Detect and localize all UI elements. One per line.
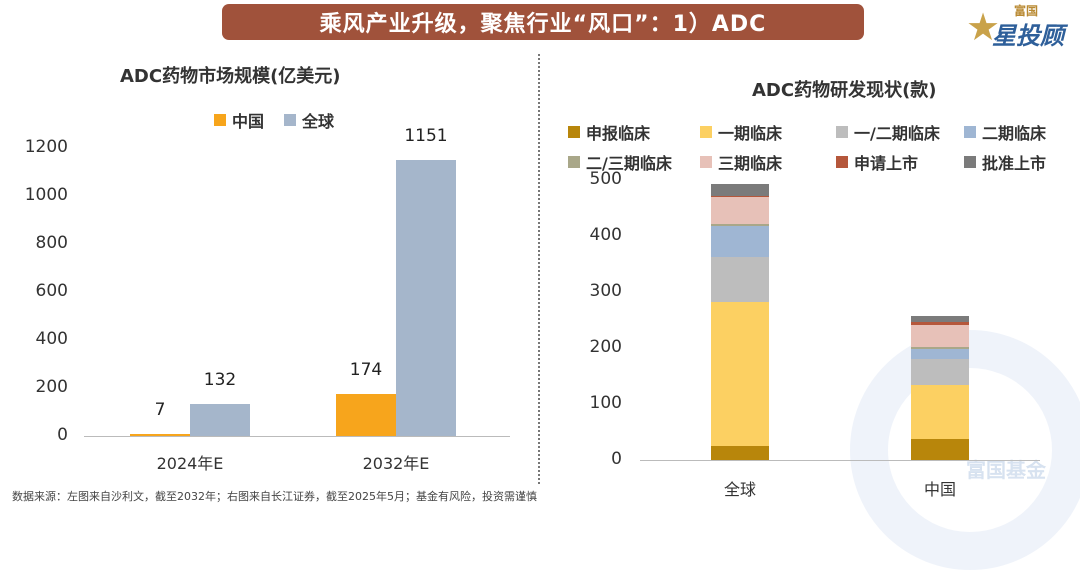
stack-segment: [911, 348, 969, 359]
stack-segment: [711, 184, 769, 196]
stack-segment: [911, 358, 969, 385]
data-label: 1151: [404, 125, 448, 146]
x-tick-label: 全球: [723, 480, 756, 499]
data-label: 132: [203, 370, 237, 391]
y-tick-label: 500: [589, 169, 622, 189]
bar-global: [190, 404, 250, 436]
y-tick-label: 600: [35, 281, 68, 301]
rd-status-chart-title: ADC药物研发现状(款): [752, 80, 937, 101]
x-axis-line: [640, 460, 1040, 461]
legend-swatch: [964, 156, 976, 168]
y-tick-label: 200: [35, 377, 68, 397]
star-icon: ★: [966, 5, 1001, 49]
legend-label: 中国: [232, 112, 265, 131]
legend-label: 一期临床: [718, 124, 783, 143]
legend-item: 一期临床: [700, 120, 782, 144]
stack-segment: [711, 225, 769, 257]
y-tick-label: 0: [611, 449, 622, 469]
page-title: 乘风产业升级，聚焦行业“风口”：1）ADC: [319, 12, 767, 37]
stack-segment: [711, 195, 769, 198]
legend-item: 一/二期临床: [836, 120, 940, 144]
legend-swatch: [700, 156, 712, 168]
stack-segment: [911, 315, 969, 323]
logo-big-text: 星投顾: [992, 22, 1064, 50]
y-tick-label: 1200: [24, 137, 68, 157]
legend-label: 批准上市: [982, 154, 1047, 173]
stack-segment: [711, 197, 769, 225]
y-tick-label: 1000: [24, 185, 68, 205]
logo-small-text: 富国: [1014, 4, 1039, 18]
watermark-text: 富国基金: [966, 458, 1046, 482]
data-label: 174: [349, 360, 383, 381]
legend-label: 全球: [302, 112, 335, 131]
data-label: 7: [154, 400, 166, 420]
legend-item: 二期临床: [964, 120, 1046, 144]
legend-item: 申报临床: [568, 120, 650, 144]
bar-china: [130, 434, 190, 436]
legend-item: 批准上市: [964, 150, 1046, 174]
y-tick-label: 400: [589, 225, 622, 245]
stack-segment: [711, 301, 769, 446]
market-size-chart-title: ADC药物市场规模(亿美元): [120, 66, 341, 87]
bar-global: [396, 159, 456, 436]
legend-swatch: [214, 114, 226, 126]
legend-swatch: [964, 126, 976, 138]
y-tick-label: 800: [35, 233, 68, 253]
chart-divider: [538, 54, 540, 484]
legend-swatch: [284, 114, 296, 126]
source-footnote: 数据来源：左图来自沙利文，截至2032年；右图来自长江证券，截至2025年5月；…: [12, 490, 537, 503]
y-tick-label: 200: [589, 337, 622, 357]
legend-label: 二期临床: [982, 124, 1047, 143]
legend-swatch: [836, 156, 848, 168]
legend-label: 二/三期临床: [586, 154, 672, 173]
x-tick-label: 2024年E: [156, 454, 224, 473]
stack-segment: [711, 256, 769, 302]
page-title-banner: 乘风产业升级，聚焦行业“风口”：1）ADC: [222, 4, 864, 40]
legend-label: 三期临床: [718, 154, 783, 173]
stack-segment: [711, 224, 769, 226]
y-tick-label: 400: [35, 329, 68, 349]
y-tick-label: 0: [57, 425, 68, 445]
legend-label: 一/二期临床: [854, 124, 940, 143]
y-tick-label: 300: [589, 281, 622, 301]
legend-swatch: [568, 126, 580, 138]
legend-item-china: 中国: [214, 108, 264, 132]
legend-swatch: [836, 126, 848, 138]
y-tick-label: 100: [589, 393, 622, 413]
legend-label: 申报临床: [586, 124, 651, 143]
legend-item: 二/三期临床: [568, 150, 672, 174]
brand-logo: ★ 富国 星投顾: [966, 2, 1076, 50]
legend-label: 申请上市: [854, 154, 919, 173]
stack-segment: [711, 446, 769, 460]
x-tick-label: 2032年E: [362, 454, 430, 473]
legend-item: 申请上市: [836, 150, 918, 174]
stack-segment: [911, 346, 969, 349]
legend-item-global: 全球: [284, 108, 334, 132]
legend-swatch: [700, 126, 712, 138]
stack-segment: [911, 322, 969, 326]
stack-segment: [911, 439, 969, 460]
x-axis-line: [84, 436, 510, 437]
x-tick-label: 中国: [923, 480, 956, 499]
stack-segment: [911, 325, 969, 347]
bar-china: [336, 394, 396, 436]
stack-segment: [911, 384, 969, 440]
legend-swatch: [568, 156, 580, 168]
legend-item: 三期临床: [700, 150, 782, 174]
